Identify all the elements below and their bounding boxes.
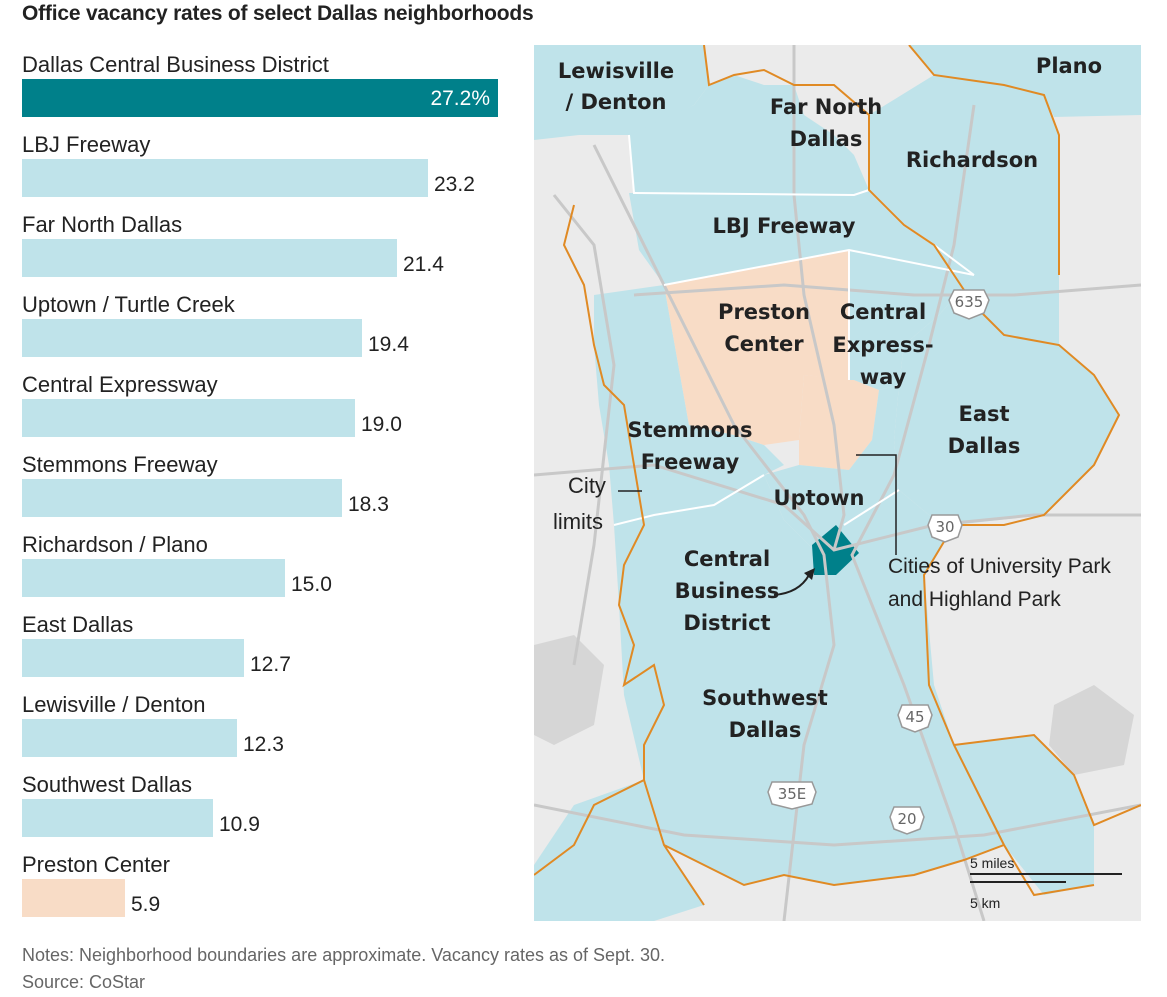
label-lbj: LBJ Freeway xyxy=(713,214,856,238)
annotation-city-2: limits xyxy=(553,509,603,534)
svg-text:20: 20 xyxy=(897,810,916,828)
region-southeast xyxy=(954,735,1094,895)
map-scale: 5 miles 5 km xyxy=(970,855,1122,911)
region-university-highland-park xyxy=(799,375,879,470)
bar-category-label: East Dallas xyxy=(22,612,134,637)
label-cbd-1: Central xyxy=(684,547,770,571)
highway-shield-35E: 35E xyxy=(767,781,817,810)
bar-value-label: 21.4 xyxy=(403,253,444,276)
label-farnorth-2: Dallas xyxy=(790,127,863,151)
label-southwest-2: Dallas xyxy=(729,718,802,742)
bar-value-label: 12.7 xyxy=(250,653,291,676)
region-far-north-dallas xyxy=(629,75,869,195)
highway-shield-635: 635 xyxy=(948,289,990,320)
bar xyxy=(22,479,342,517)
highway-shield-20: 20 xyxy=(889,806,925,835)
bar-value-label: 18.3 xyxy=(348,493,389,516)
bar-category-label: Stemmons Freeway xyxy=(22,452,218,477)
bar xyxy=(22,319,362,357)
chart-title: Office vacancy rates of select Dallas ne… xyxy=(22,2,534,25)
bar xyxy=(22,79,498,117)
svg-text:35E: 35E xyxy=(778,785,807,803)
svg-text:45: 45 xyxy=(905,708,924,726)
bar-chart: Dallas Central Business District 27.2% LBJ… xyxy=(0,0,520,930)
region-lbj-freeway xyxy=(629,190,974,285)
label-richardson: Richardson xyxy=(906,148,1038,172)
scale-miles: 5 miles xyxy=(970,855,1014,871)
bar-category-label: Preston Center xyxy=(22,852,170,877)
label-cbd-2: Business xyxy=(675,579,780,603)
bar xyxy=(22,159,428,197)
highway-shield-30: 30 xyxy=(927,514,963,543)
label-lewisville-1: Lewisville xyxy=(558,59,674,83)
bar-category-label: Lewisville / Denton xyxy=(22,692,206,717)
region-plano xyxy=(909,45,1141,117)
bar-value-label: 23.2 xyxy=(434,173,475,196)
svg-text:30: 30 xyxy=(935,518,954,536)
label-central-2: Express- xyxy=(832,333,933,357)
region-southwest-dallas xyxy=(614,475,1004,885)
label-plano: Plano xyxy=(1036,54,1102,78)
lake-west xyxy=(534,635,604,745)
region-preston-center xyxy=(664,250,849,445)
label-lewisville-2: / Denton xyxy=(565,90,666,114)
bar xyxy=(22,719,237,757)
label-preston-1: Preston xyxy=(718,300,810,324)
map-labels: Lewisville / Denton Far North Dallas Pla… xyxy=(558,54,1102,742)
label-east-2: Dallas xyxy=(948,434,1021,458)
bar-value-label: 19.0 xyxy=(361,413,402,436)
bar-value-label: 19.4 xyxy=(368,333,409,356)
label-cbd-3: District xyxy=(683,611,770,635)
region-lewisville-denton xyxy=(534,45,709,140)
label-stemmons-1: Stemmons xyxy=(627,418,752,442)
lake-southeast xyxy=(1049,685,1134,775)
bar-category-label: Richardson / Plano xyxy=(22,532,208,557)
label-southwest-1: Southwest xyxy=(702,686,828,710)
region-far-southwest xyxy=(534,780,704,921)
svg-text:635: 635 xyxy=(955,293,984,311)
chart-notes: Notes: Neighborhood boundaries are appro… xyxy=(22,942,665,996)
bar-category-label: Dallas Central Business District xyxy=(22,52,329,77)
map-annotations: City limits Cities of University Park an… xyxy=(553,473,1111,611)
bar-value-label: 27.2% xyxy=(430,87,490,110)
annotation-cities-1: Cities of University Park xyxy=(888,555,1111,578)
bar xyxy=(22,639,244,677)
bar-category-label: Uptown / Turtle Creek xyxy=(22,292,235,317)
bar-value-label: 5.9 xyxy=(131,893,161,916)
dallas-map: 635 30 45 35E 20 Lewisville / Denton Far… xyxy=(534,45,1141,921)
label-farnorth-1: Far North xyxy=(770,95,882,119)
annotation-city-1: City xyxy=(568,473,606,498)
highway-network xyxy=(534,45,1141,921)
bar xyxy=(22,239,397,277)
highway-shield-45: 45 xyxy=(897,704,933,733)
bar-value-label: 12.3 xyxy=(243,733,284,756)
source-text: Source: CoStar xyxy=(22,972,146,992)
bar xyxy=(22,879,125,917)
label-stemmons-2: Freeway xyxy=(641,450,740,474)
label-uptown: Uptown xyxy=(774,486,865,510)
annotation-cities-2: and Highland Park xyxy=(888,588,1061,611)
bar xyxy=(22,559,285,597)
city-limits-line xyxy=(534,45,1141,906)
cbd-arrow xyxy=(773,574,810,596)
bar-category-label: Southwest Dallas xyxy=(22,772,192,797)
label-central-1: Central xyxy=(840,300,926,324)
cbd-arrowhead xyxy=(804,568,815,580)
cities-leader xyxy=(856,454,897,555)
bar-value-label: 10.9 xyxy=(219,813,260,836)
label-preston-2: Center xyxy=(724,332,804,356)
bar-value-label: 15.0 xyxy=(291,573,332,596)
notes-text: Notes: Neighborhood boundaries are appro… xyxy=(22,945,666,965)
bar xyxy=(22,399,355,437)
bar-category-label: LBJ Freeway xyxy=(22,132,151,157)
bar-category-label: Far North Dallas xyxy=(22,212,183,237)
label-central-3: way xyxy=(860,365,907,389)
bar-category-label: Central Expressway xyxy=(22,372,218,397)
label-east-1: East xyxy=(958,402,1009,426)
scale-km: 5 km xyxy=(970,895,1000,911)
bar xyxy=(22,799,213,837)
region-east-dallas xyxy=(894,275,1119,525)
